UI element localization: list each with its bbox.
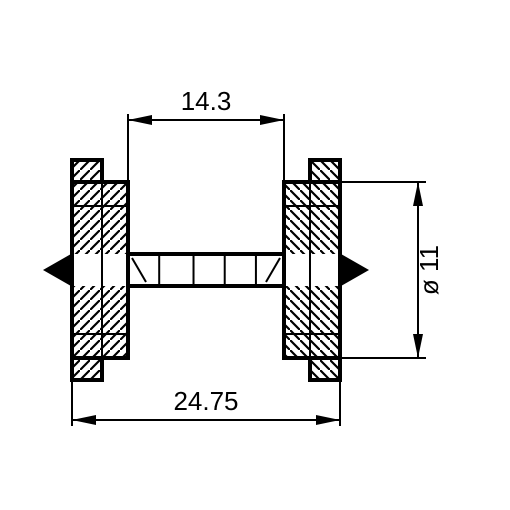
dimension-diameter: ø 11 xyxy=(414,245,444,295)
dimension-inner-width: 14.3 xyxy=(181,86,232,116)
dimension-outer-width: 24.75 xyxy=(173,386,238,416)
technical-drawing: 14.3 24.75 ø 11 xyxy=(0,0,510,510)
